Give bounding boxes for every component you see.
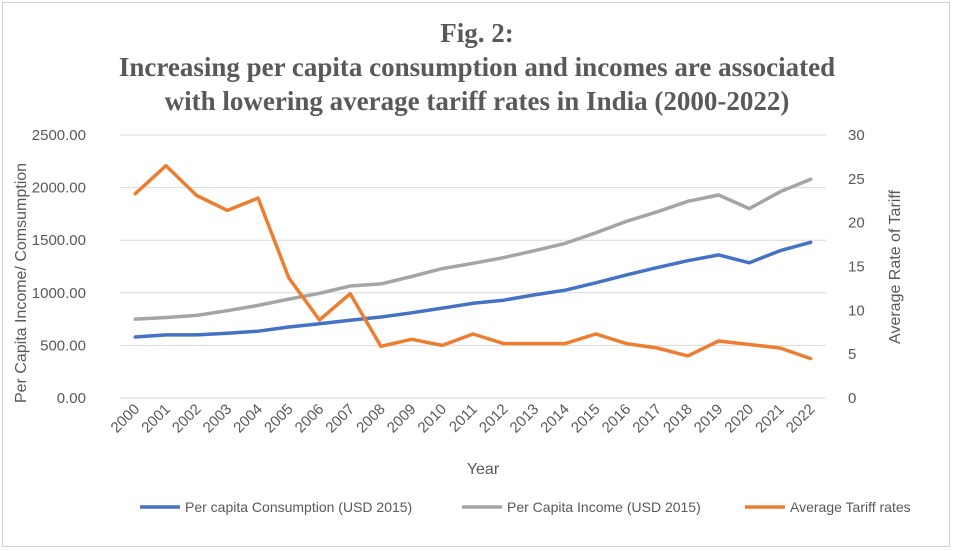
- series-line-tariff: [133, 163, 813, 361]
- right-axis-ticks: 0 5 10 15 20 25 30: [848, 127, 865, 407]
- x-tick-label: 2008: [353, 401, 389, 437]
- series-lines: [133, 163, 813, 361]
- x-tick-label: 2013: [507, 401, 543, 437]
- x-tick-label: 2011: [446, 401, 481, 436]
- x-tick-label: 2021: [752, 401, 788, 437]
- series-line-income: [133, 177, 813, 321]
- left-tick-label: 1000.00: [32, 285, 86, 302]
- x-tick-label: 2020: [721, 401, 757, 437]
- x-tick-label: 2000: [108, 401, 144, 437]
- title-line-1: Fig. 2:: [440, 18, 514, 48]
- x-tick-label: 2001: [138, 401, 174, 437]
- x-tick-label: 2006: [292, 401, 328, 437]
- left-tick-label: 2000.00: [32, 180, 86, 197]
- right-tick-label: 30: [848, 127, 865, 144]
- right-tick-label: 5: [848, 346, 856, 363]
- left-tick-label: 500.00: [40, 337, 86, 354]
- title-line-3: with lowering average tariff rates in In…: [165, 86, 790, 116]
- legend-label-consumption: Per capita Consumption (USD 2015): [185, 499, 412, 515]
- x-tick-label: 2012: [476, 401, 512, 437]
- left-tick-label: 2500.00: [32, 127, 86, 144]
- series-line-consumption: [133, 240, 813, 339]
- x-tick-label: 2018: [660, 401, 696, 437]
- x-tick-label: 2015: [568, 401, 604, 437]
- x-tick-label: 2017: [629, 401, 665, 437]
- left-axis-ticks: 0.00 500.00 1000.00 1500.00 2000.00 2500.00: [32, 127, 86, 407]
- chart-title: Fig. 2: Increasing per capita consumptio…: [119, 18, 835, 116]
- x-tick-label: 2004: [230, 401, 266, 437]
- x-tick-label: 2009: [384, 401, 420, 437]
- x-tick-label: 2016: [599, 401, 635, 437]
- left-axis-label: Per Capita Income/ Comsumption: [13, 163, 30, 403]
- x-tick-label: 2002: [169, 401, 205, 437]
- right-tick-label: 0: [848, 390, 856, 407]
- legend-label-tariff: Average Tariff rates: [790, 499, 911, 515]
- x-axis-label: Year: [467, 461, 500, 478]
- legend: Per capita Consumption (USD 2015) Per Ca…: [140, 499, 911, 515]
- title-line-2: Increasing per capita consumption and in…: [119, 52, 835, 82]
- right-tick-label: 10: [848, 302, 865, 319]
- x-tick-label: 2014: [537, 401, 573, 437]
- x-tick-label: 2005: [261, 401, 297, 437]
- left-tick-label: 1500.00: [32, 232, 86, 249]
- x-axis-ticks: 2000200120022003200420052006200720082009…: [108, 401, 819, 437]
- x-tick-label: 2003: [200, 401, 236, 437]
- gridlines: [120, 134, 826, 399]
- x-tick-label: 2010: [415, 401, 451, 437]
- right-axis-label: Average Rate of Tariff: [887, 190, 904, 344]
- x-tick-label: 2022: [783, 401, 819, 437]
- left-tick-label: 0.00: [57, 390, 86, 407]
- x-tick-label: 2019: [691, 401, 727, 437]
- right-tick-label: 20: [848, 215, 865, 232]
- x-tick-label: 2007: [322, 401, 358, 437]
- right-tick-label: 15: [848, 259, 865, 276]
- legend-label-income: Per Capita Income (USD 2015): [507, 499, 701, 515]
- right-tick-label: 25: [848, 171, 865, 188]
